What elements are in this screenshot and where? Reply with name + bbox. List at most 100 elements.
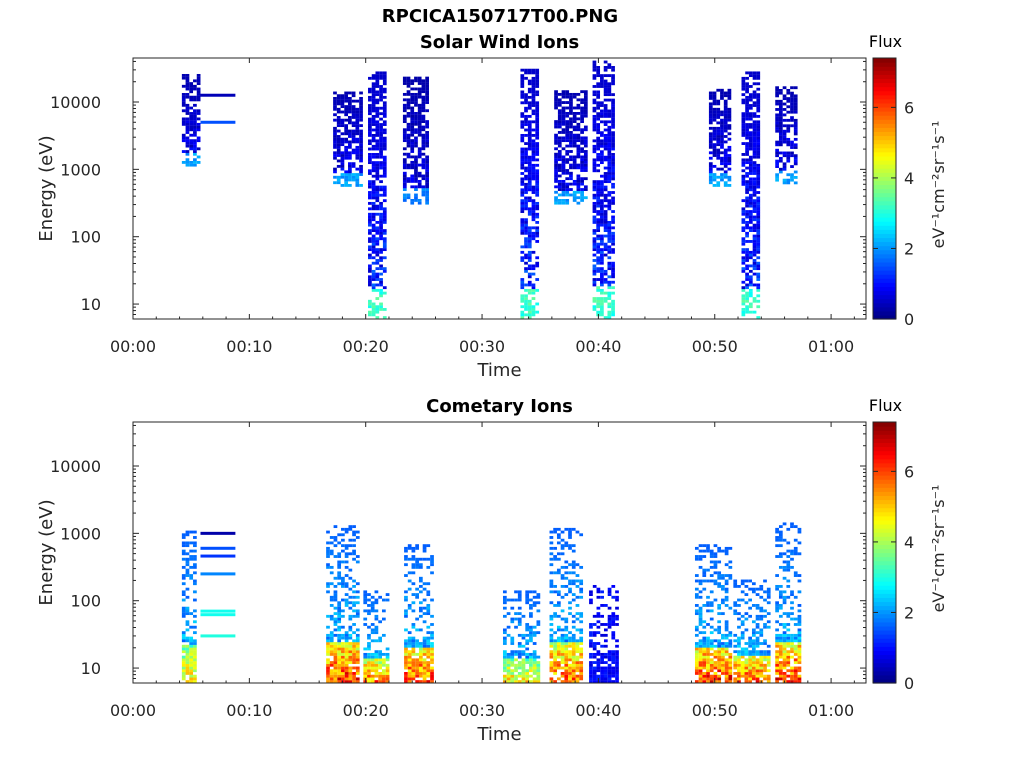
flux-cell bbox=[611, 307, 615, 311]
flux-cell bbox=[520, 226, 525, 230]
flux-cell bbox=[786, 105, 791, 109]
flux-cell bbox=[527, 158, 532, 162]
flux-cell bbox=[572, 133, 577, 137]
flux-cell bbox=[741, 161, 746, 165]
flux-cell bbox=[712, 132, 717, 136]
flux-cell bbox=[340, 173, 345, 176]
flux-cell bbox=[336, 121, 341, 125]
flux-cell bbox=[724, 680, 729, 683]
flux-cell bbox=[359, 124, 363, 128]
flux-cell bbox=[367, 663, 371, 667]
flux-cell bbox=[329, 650, 334, 654]
flux-cell bbox=[524, 123, 528, 126]
flux-cell bbox=[344, 677, 349, 681]
flux-cell bbox=[611, 98, 615, 102]
colorbar-tick-label: 4 bbox=[904, 533, 914, 552]
flux-cell bbox=[351, 173, 356, 176]
flux-cell bbox=[556, 533, 561, 537]
flux-cell bbox=[698, 617, 703, 621]
flux-cell bbox=[379, 180, 383, 184]
flux-cell bbox=[790, 102, 794, 106]
flux-cell bbox=[723, 181, 728, 185]
flux-cell bbox=[348, 156, 352, 160]
flux-cell bbox=[576, 179, 581, 183]
flux-cell bbox=[189, 147, 194, 151]
flux-cell bbox=[367, 612, 371, 616]
flux-cell bbox=[752, 128, 757, 132]
flux-cell bbox=[790, 633, 794, 637]
flux-cell bbox=[592, 158, 597, 162]
flux-cell bbox=[549, 601, 554, 605]
flux-cell bbox=[561, 182, 566, 186]
flux-cell bbox=[371, 128, 376, 132]
flux-cell bbox=[402, 128, 407, 132]
flux-cell bbox=[766, 680, 771, 683]
flux-cell bbox=[748, 74, 753, 78]
flux-cell bbox=[521, 677, 526, 681]
flux-cell bbox=[611, 76, 615, 80]
flux-cell bbox=[418, 658, 423, 662]
flux-cell bbox=[425, 196, 429, 200]
flux-cell bbox=[344, 140, 349, 144]
flux-cell bbox=[708, 96, 713, 100]
flux-cell bbox=[793, 154, 798, 158]
flux-cell bbox=[708, 126, 713, 130]
flux-cell bbox=[425, 174, 429, 178]
flux-cell bbox=[702, 644, 707, 648]
flux-cell bbox=[569, 106, 573, 110]
flux-cell bbox=[763, 655, 767, 659]
flux-cell bbox=[329, 552, 334, 556]
flux-cell bbox=[717, 652, 722, 656]
flux-cell bbox=[741, 259, 746, 262]
flux-cell bbox=[723, 129, 728, 133]
flux-cell bbox=[702, 674, 707, 678]
flux-cell bbox=[778, 565, 783, 569]
flux-cell bbox=[549, 536, 554, 539]
flux-cell bbox=[374, 680, 379, 683]
flux-cell bbox=[181, 552, 186, 556]
flux-cell bbox=[607, 316, 612, 319]
flux-cell bbox=[571, 669, 576, 673]
flux-cell bbox=[415, 595, 419, 599]
flux-cell bbox=[527, 139, 532, 143]
flux-cell bbox=[600, 250, 604, 254]
flux-cell bbox=[790, 666, 794, 670]
flux-cell bbox=[411, 663, 416, 667]
flux-cell bbox=[790, 143, 794, 147]
flux-cell bbox=[404, 590, 408, 594]
flux-cell bbox=[411, 677, 416, 681]
flux-cell bbox=[748, 144, 753, 148]
flux-cell bbox=[368, 125, 372, 129]
flux-cell bbox=[404, 563, 408, 567]
flux-cell bbox=[694, 609, 699, 613]
flux-cell bbox=[611, 174, 615, 178]
flux-cell bbox=[775, 601, 779, 605]
flux-cell bbox=[751, 642, 756, 645]
flux-cell bbox=[557, 101, 562, 104]
flux-cell bbox=[709, 560, 714, 564]
flux-cell bbox=[371, 313, 376, 317]
flux-cell bbox=[568, 650, 572, 654]
flux-cell bbox=[712, 137, 717, 141]
flux-cell bbox=[561, 136, 566, 140]
flux-cell bbox=[337, 601, 342, 605]
flux-cell bbox=[745, 215, 749, 219]
flux-cell bbox=[702, 677, 707, 681]
flux-cell bbox=[414, 163, 418, 167]
flux-cell bbox=[592, 655, 597, 659]
flux-cell bbox=[329, 565, 334, 569]
flux-cell bbox=[740, 671, 745, 675]
flux-cell bbox=[751, 639, 756, 643]
flux-cell bbox=[778, 642, 783, 645]
flux-cell bbox=[382, 120, 387, 124]
flux-cell bbox=[592, 631, 597, 635]
flux-cell bbox=[706, 671, 710, 675]
flux-cell bbox=[564, 655, 569, 659]
flux-cell bbox=[615, 666, 619, 670]
flux-cell bbox=[348, 633, 353, 637]
flux-cell bbox=[348, 175, 352, 179]
flux-cell bbox=[352, 642, 356, 645]
flux-cell bbox=[333, 584, 338, 588]
flux-cell bbox=[569, 122, 573, 126]
flux-cell bbox=[611, 291, 615, 295]
